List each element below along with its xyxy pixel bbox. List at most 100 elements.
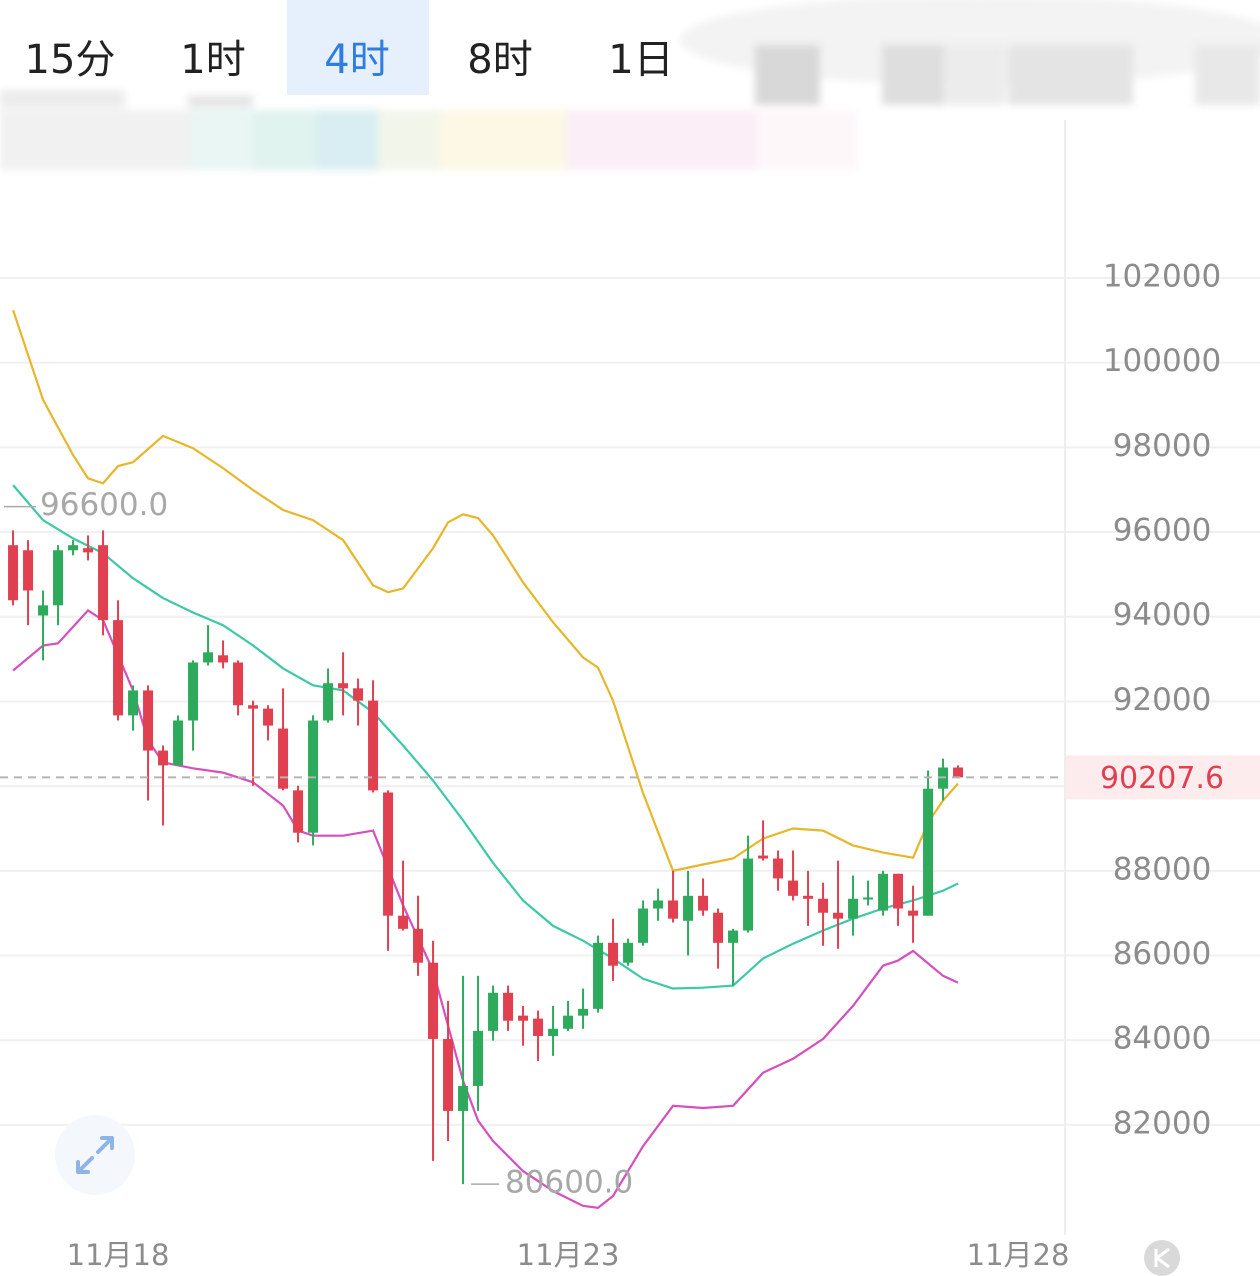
candle xyxy=(533,1010,544,1061)
candle-body xyxy=(863,897,874,900)
candle xyxy=(503,985,514,1031)
candle xyxy=(98,530,109,636)
candle-body xyxy=(518,1015,529,1021)
candle xyxy=(458,975,469,1185)
candle-body xyxy=(563,1015,574,1029)
candle-body xyxy=(203,652,214,663)
tab[interactable]: 15分 xyxy=(25,37,116,83)
candle-body xyxy=(533,1018,544,1036)
candle-body xyxy=(668,900,679,919)
candle xyxy=(608,918,619,981)
candle xyxy=(638,900,649,946)
candle xyxy=(368,680,379,793)
tab[interactable]: 1日 xyxy=(608,37,673,83)
y-tick-label: 84000 xyxy=(1113,1021,1212,1057)
candle xyxy=(713,908,724,969)
candle-body xyxy=(8,545,19,601)
k-button[interactable] xyxy=(1144,1240,1180,1276)
candle xyxy=(323,668,334,723)
candle-body xyxy=(653,900,664,909)
candle-body xyxy=(578,1008,589,1016)
candle xyxy=(158,745,169,826)
candle-body xyxy=(953,767,964,778)
candle xyxy=(308,715,319,846)
price-tag-label: 90207.6 xyxy=(1100,761,1224,796)
candle xyxy=(413,895,424,976)
candle xyxy=(518,1005,529,1046)
candle xyxy=(248,700,259,786)
candle-body xyxy=(923,788,934,916)
tab-label: 1时 xyxy=(180,37,245,83)
candle xyxy=(53,545,64,626)
candle xyxy=(293,785,304,843)
candle-body xyxy=(473,1030,484,1086)
tab[interactable]: 4时 xyxy=(287,0,429,95)
y-tick-label: 94000 xyxy=(1113,597,1212,633)
band-line xyxy=(12,484,959,990)
y-tick-label: 92000 xyxy=(1113,682,1212,718)
candle xyxy=(353,678,364,726)
y-tick-label: 98000 xyxy=(1113,428,1212,464)
candle-body xyxy=(623,942,634,963)
candle-body xyxy=(638,908,649,943)
candle-body xyxy=(743,858,754,931)
candle xyxy=(143,685,154,801)
candle-body xyxy=(38,605,49,616)
candle-body xyxy=(383,792,394,916)
tab-label: 1日 xyxy=(608,37,673,83)
candle xyxy=(23,540,34,626)
candle xyxy=(68,540,79,556)
candle xyxy=(128,685,139,731)
tab[interactable]: 8时 xyxy=(467,37,532,83)
y-tick-label: 96000 xyxy=(1113,513,1212,549)
candle xyxy=(83,535,94,561)
candle-body xyxy=(158,750,169,766)
candle xyxy=(758,820,769,861)
chart: 8200084000860008800090000920009400096000… xyxy=(0,258,1260,1272)
candle-body xyxy=(758,855,769,859)
candle xyxy=(173,715,184,766)
candle-body xyxy=(818,898,829,913)
candle xyxy=(698,878,709,916)
price-tag xyxy=(1065,755,1260,800)
candle xyxy=(773,850,784,891)
candle-body xyxy=(713,912,724,943)
candle-body xyxy=(68,545,79,551)
candle-body xyxy=(848,898,859,919)
candle xyxy=(428,940,439,1161)
candle-body xyxy=(503,992,514,1021)
candle-body xyxy=(728,930,739,943)
candle-body xyxy=(458,1085,469,1111)
candle-body xyxy=(368,700,379,791)
candle xyxy=(563,1000,574,1031)
candle xyxy=(383,790,394,951)
candle xyxy=(203,625,214,666)
candle-body xyxy=(83,548,94,553)
candle xyxy=(473,975,484,1111)
candle xyxy=(923,770,934,916)
tab[interactable]: 1时 xyxy=(180,37,245,83)
candle xyxy=(623,938,634,966)
candle xyxy=(818,882,829,946)
candle xyxy=(488,985,499,1041)
y-tick-label: 82000 xyxy=(1113,1105,1212,1141)
candle-body xyxy=(23,550,34,591)
min-marker-label: 80600.0 xyxy=(505,1165,633,1201)
candle xyxy=(953,765,964,779)
candle xyxy=(188,660,199,751)
candle xyxy=(113,600,124,721)
candle xyxy=(803,870,814,926)
candle-body xyxy=(488,992,499,1031)
candle xyxy=(398,860,409,931)
candle-body xyxy=(398,915,409,929)
redacted-area xyxy=(0,0,1260,170)
candle-body xyxy=(908,910,919,916)
candle-body xyxy=(113,620,124,716)
candle xyxy=(278,688,289,791)
candle-body xyxy=(53,550,64,606)
candle-body xyxy=(338,683,349,689)
candle-body xyxy=(593,942,604,1009)
expand-button[interactable] xyxy=(55,1115,135,1195)
band-line xyxy=(12,309,959,873)
